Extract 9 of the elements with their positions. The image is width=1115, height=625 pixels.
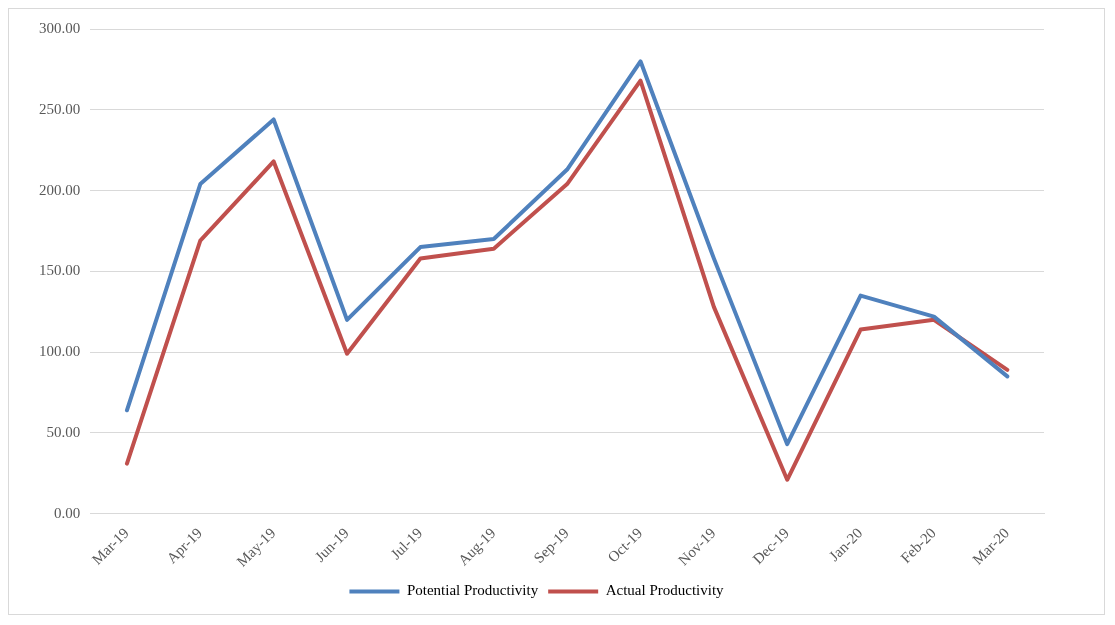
legend-label: Actual Productivity: [605, 582, 725, 599]
legend-label: Potential Productivity: [406, 582, 539, 599]
y-tick-label: 300.00: [39, 19, 81, 36]
y-tick-label: 0.00: [54, 504, 81, 521]
y-tick-label: 250.00: [39, 100, 81, 117]
y-tick-label: 150.00: [39, 262, 81, 279]
y-tick-label: 50.00: [46, 423, 81, 440]
y-tick-label: 200.00: [39, 181, 81, 198]
y-tick-label: 100.00: [39, 343, 81, 360]
